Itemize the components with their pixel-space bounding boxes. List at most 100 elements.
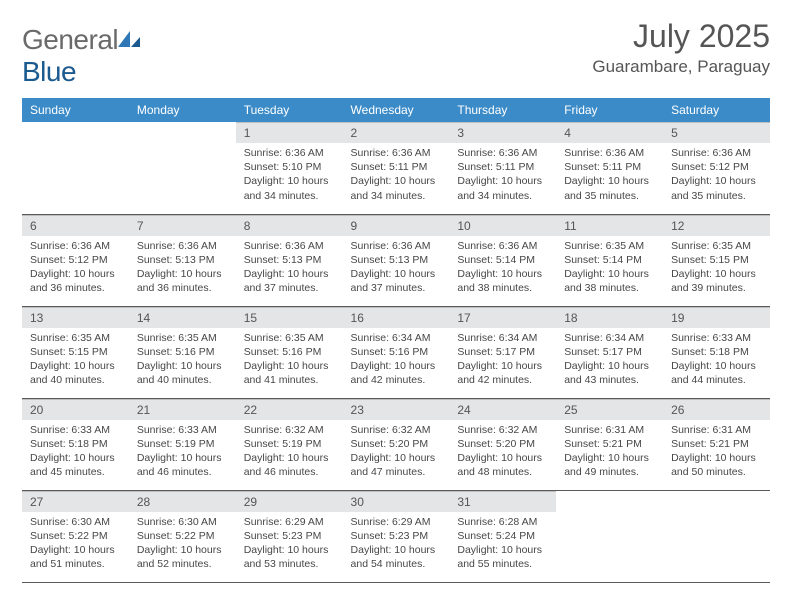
day-number: 21 (129, 399, 236, 420)
daylight-label: Daylight: 10 hours and 34 minutes. (244, 174, 335, 202)
calendar-cell: 28Sunrise: 6:30 AMSunset: 5:22 PMDayligh… (129, 490, 236, 582)
weekday-wednesday: Wednesday (343, 98, 450, 122)
day-details: Sunrise: 6:36 AMSunset: 5:13 PMDaylight:… (236, 236, 343, 300)
day-details: Sunrise: 6:28 AMSunset: 5:24 PMDaylight:… (449, 512, 556, 576)
sunset-label: Sunset: 5:11 PM (351, 160, 442, 174)
calendar-cell: 17Sunrise: 6:34 AMSunset: 5:17 PMDayligh… (449, 306, 556, 398)
day-number: 3 (449, 122, 556, 143)
calendar-cell: 2Sunrise: 6:36 AMSunset: 5:11 PMDaylight… (343, 122, 450, 214)
daylight-label: Daylight: 10 hours and 52 minutes. (137, 543, 228, 571)
calendar-row: 20Sunrise: 6:33 AMSunset: 5:18 PMDayligh… (22, 398, 770, 490)
day-details: Sunrise: 6:30 AMSunset: 5:22 PMDaylight:… (129, 512, 236, 576)
daylight-label: Daylight: 10 hours and 46 minutes. (244, 451, 335, 479)
daylight-label: Daylight: 10 hours and 41 minutes. (244, 359, 335, 387)
sunset-label: Sunset: 5:23 PM (351, 529, 442, 543)
calendar-row: 27Sunrise: 6:30 AMSunset: 5:22 PMDayligh… (22, 490, 770, 582)
daylight-label: Daylight: 10 hours and 40 minutes. (30, 359, 121, 387)
day-number: 13 (22, 307, 129, 328)
calendar-row: 13Sunrise: 6:35 AMSunset: 5:15 PMDayligh… (22, 306, 770, 398)
sunrise-label: Sunrise: 6:36 AM (137, 239, 228, 253)
calendar-cell: 21Sunrise: 6:33 AMSunset: 5:19 PMDayligh… (129, 398, 236, 490)
daylight-label: Daylight: 10 hours and 44 minutes. (671, 359, 762, 387)
day-number: 29 (236, 491, 343, 512)
day-number: 24 (449, 399, 556, 420)
day-details: Sunrise: 6:31 AMSunset: 5:21 PMDaylight:… (663, 420, 770, 484)
daylight-label: Daylight: 10 hours and 35 minutes. (671, 174, 762, 202)
day-details: Sunrise: 6:35 AMSunset: 5:15 PMDaylight:… (22, 328, 129, 392)
sunset-label: Sunset: 5:19 PM (244, 437, 335, 451)
sunset-label: Sunset: 5:24 PM (457, 529, 548, 543)
sunset-label: Sunset: 5:13 PM (137, 253, 228, 267)
daylight-label: Daylight: 10 hours and 37 minutes. (244, 267, 335, 295)
sunset-label: Sunset: 5:23 PM (244, 529, 335, 543)
sunset-label: Sunset: 5:16 PM (351, 345, 442, 359)
sunset-label: Sunset: 5:21 PM (564, 437, 655, 451)
day-details: Sunrise: 6:32 AMSunset: 5:20 PMDaylight:… (343, 420, 450, 484)
daylight-label: Daylight: 10 hours and 53 minutes. (244, 543, 335, 571)
logo-text: General Blue (22, 24, 142, 88)
daylight-label: Daylight: 10 hours and 36 minutes. (137, 267, 228, 295)
month-title: July 2025 (592, 18, 770, 55)
sunset-label: Sunset: 5:14 PM (564, 253, 655, 267)
calendar-cell: 3Sunrise: 6:36 AMSunset: 5:11 PMDaylight… (449, 122, 556, 214)
day-details: Sunrise: 6:35 AMSunset: 5:16 PMDaylight:… (129, 328, 236, 392)
day-number: 28 (129, 491, 236, 512)
sunrise-label: Sunrise: 6:36 AM (671, 146, 762, 160)
day-number: 10 (449, 215, 556, 236)
sunrise-label: Sunrise: 6:35 AM (137, 331, 228, 345)
sunrise-label: Sunrise: 6:32 AM (351, 423, 442, 437)
day-details: Sunrise: 6:31 AMSunset: 5:21 PMDaylight:… (556, 420, 663, 484)
day-details: Sunrise: 6:35 AMSunset: 5:15 PMDaylight:… (663, 236, 770, 300)
calendar-cell: 11Sunrise: 6:35 AMSunset: 5:14 PMDayligh… (556, 214, 663, 306)
calendar-cell: 29Sunrise: 6:29 AMSunset: 5:23 PMDayligh… (236, 490, 343, 582)
calendar-cell: 16Sunrise: 6:34 AMSunset: 5:16 PMDayligh… (343, 306, 450, 398)
day-details: Sunrise: 6:36 AMSunset: 5:10 PMDaylight:… (236, 143, 343, 207)
weekday-friday: Friday (556, 98, 663, 122)
day-number: 26 (663, 399, 770, 420)
daylight-label: Daylight: 10 hours and 40 minutes. (137, 359, 228, 387)
calendar-cell: .. (556, 490, 663, 582)
sunset-label: Sunset: 5:11 PM (564, 160, 655, 174)
weekday-sunday: Sunday (22, 98, 129, 122)
day-number: 22 (236, 399, 343, 420)
sunset-label: Sunset: 5:12 PM (30, 253, 121, 267)
logo: General Blue (22, 18, 142, 88)
calendar-cell: 12Sunrise: 6:35 AMSunset: 5:15 PMDayligh… (663, 214, 770, 306)
sunrise-label: Sunrise: 6:34 AM (457, 331, 548, 345)
calendar-cell: .. (663, 490, 770, 582)
sunrise-label: Sunrise: 6:29 AM (351, 515, 442, 529)
day-number: 12 (663, 215, 770, 236)
sunset-label: Sunset: 5:13 PM (351, 253, 442, 267)
daylight-label: Daylight: 10 hours and 35 minutes. (564, 174, 655, 202)
daylight-label: Daylight: 10 hours and 34 minutes. (457, 174, 548, 202)
sunrise-label: Sunrise: 6:34 AM (564, 331, 655, 345)
daylight-label: Daylight: 10 hours and 54 minutes. (351, 543, 442, 571)
day-details: Sunrise: 6:35 AMSunset: 5:14 PMDaylight:… (556, 236, 663, 300)
sunrise-label: Sunrise: 6:33 AM (671, 331, 762, 345)
day-number: 2 (343, 122, 450, 143)
daylight-label: Daylight: 10 hours and 34 minutes. (351, 174, 442, 202)
sunrise-label: Sunrise: 6:33 AM (137, 423, 228, 437)
daylight-label: Daylight: 10 hours and 42 minutes. (457, 359, 548, 387)
logo-word1: General (22, 24, 118, 55)
weekday-header-row: Sunday Monday Tuesday Wednesday Thursday… (22, 98, 770, 122)
day-details: Sunrise: 6:29 AMSunset: 5:23 PMDaylight:… (343, 512, 450, 576)
sunrise-label: Sunrise: 6:32 AM (244, 423, 335, 437)
day-number: 11 (556, 215, 663, 236)
day-number: 8 (236, 215, 343, 236)
daylight-label: Daylight: 10 hours and 55 minutes. (457, 543, 548, 571)
day-number: 18 (556, 307, 663, 328)
daylight-label: Daylight: 10 hours and 43 minutes. (564, 359, 655, 387)
sunrise-label: Sunrise: 6:34 AM (351, 331, 442, 345)
calendar-cell: 10Sunrise: 6:36 AMSunset: 5:14 PMDayligh… (449, 214, 556, 306)
day-details: Sunrise: 6:36 AMSunset: 5:14 PMDaylight:… (449, 236, 556, 300)
calendar-cell: 26Sunrise: 6:31 AMSunset: 5:21 PMDayligh… (663, 398, 770, 490)
day-details: Sunrise: 6:33 AMSunset: 5:18 PMDaylight:… (22, 420, 129, 484)
calendar-cell: 1Sunrise: 6:36 AMSunset: 5:10 PMDaylight… (236, 122, 343, 214)
sunrise-label: Sunrise: 6:33 AM (30, 423, 121, 437)
sunset-label: Sunset: 5:15 PM (30, 345, 121, 359)
day-details: Sunrise: 6:33 AMSunset: 5:19 PMDaylight:… (129, 420, 236, 484)
calendar-cell: 31Sunrise: 6:28 AMSunset: 5:24 PMDayligh… (449, 490, 556, 582)
day-number: 27 (22, 491, 129, 512)
day-number: 6 (22, 215, 129, 236)
